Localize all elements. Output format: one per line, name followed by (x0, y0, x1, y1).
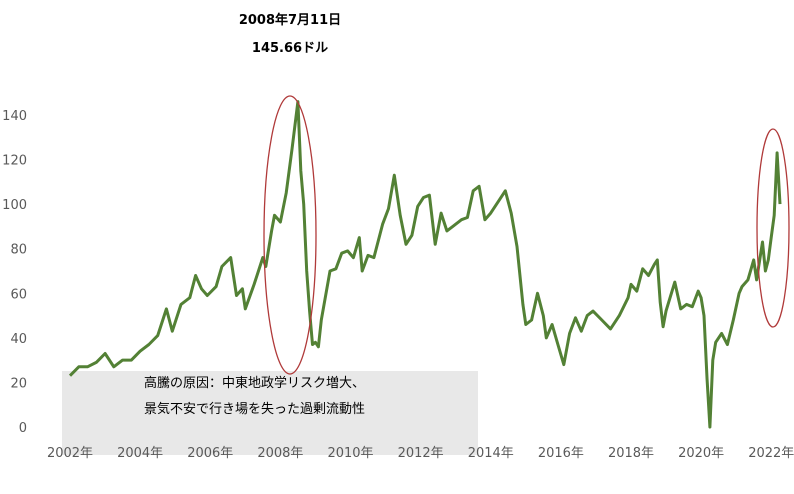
x-tick-label: 2020年 (678, 446, 724, 461)
x-tick-label: 2018年 (608, 446, 654, 461)
y-tick-label: 60 (10, 287, 27, 302)
y-tick-label: 40 (10, 332, 27, 347)
x-tick-label: 2004年 (117, 446, 163, 461)
x-tick-label: 2002年 (47, 446, 93, 461)
peak-price-label: 145.66ドル (252, 41, 328, 56)
spike-2022-ellipse (756, 128, 790, 328)
x-tick-label: 2014年 (468, 446, 514, 461)
x-tick-label: 2016年 (538, 446, 584, 461)
note-box (62, 371, 478, 455)
y-tick-label: 100 (2, 198, 27, 213)
oil-price-line (68, 100, 782, 429)
x-tick-label: 2010年 (327, 446, 373, 461)
y-tick-label: 80 (10, 243, 27, 258)
series-layer (68, 100, 782, 429)
y-tick-label: 20 (10, 376, 27, 391)
x-tick-label: 2008年 (257, 446, 303, 461)
note-line-1: 高騰の原因：中東地政学リスク増大、 (144, 375, 365, 391)
x-tick-label: 2022年 (748, 446, 794, 461)
x-axis-ticks: 2002年 2004年 2006年 2008年 2010年 2012年 2014年 2016年… (47, 446, 794, 461)
y-tick-label: 140 (2, 109, 27, 124)
y-axis-ticks: 0 20 40 60 80 100 120 140 (2, 109, 27, 436)
peak-2008-ellipse (263, 95, 317, 375)
y-tick-label: 120 (2, 154, 27, 169)
y-tick-label: 0 (19, 421, 27, 436)
x-tick-label: 2012年 (398, 446, 444, 461)
note-line-2: 景気不安で行き場を失った過剰流動性 (144, 401, 365, 417)
x-tick-label: 2006年 (187, 446, 233, 461)
peak-date-label: 2008年7月11日 (239, 12, 341, 28)
